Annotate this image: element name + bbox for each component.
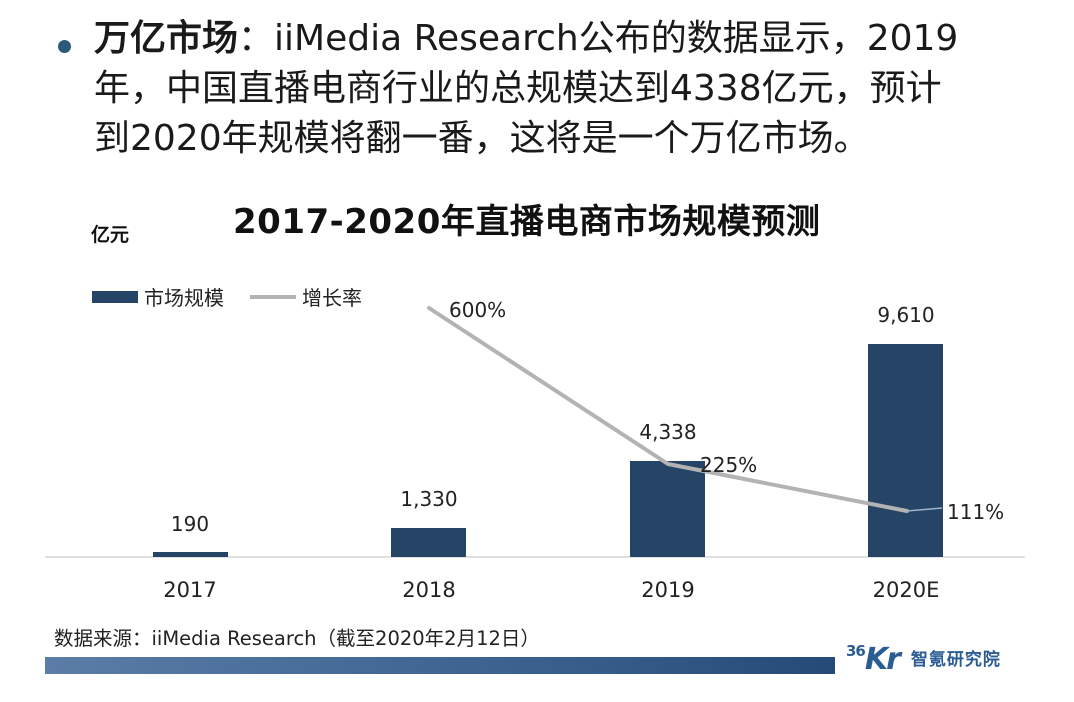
data-source-note: 数据来源：iiMedia Research（截至2020年2月12日）: [54, 627, 540, 650]
category-label-2019: 2019: [641, 578, 694, 602]
y-unit-label: 亿元: [91, 224, 130, 246]
bar-value-2019: 4,338: [639, 420, 696, 444]
logo-name: 智氪研究院: [910, 650, 1001, 670]
category-label-2018: 2018: [402, 578, 455, 602]
bar-value-2017: 190: [171, 512, 209, 536]
category-label-2020e: 2020E: [873, 578, 940, 602]
legend-line-label: 增长率: [302, 286, 362, 310]
bullet-dot-icon: [58, 40, 71, 53]
bar-value-2020e: 9,610: [877, 303, 934, 327]
growth-label-leader: [906, 507, 943, 512]
footer-gradient-bar: [45, 657, 835, 674]
growth-label-2020e: 111%: [947, 500, 1004, 524]
chart-legend: 市场规模 增长率: [92, 282, 362, 311]
intro-keyword: 万亿市场: [94, 18, 239, 59]
brand-logo: 36 Kr 智氪研究院: [846, 644, 1001, 675]
bar-value-2018: 1,330: [400, 487, 457, 511]
chart-title: 2017-2020年直播电商市场规模预测: [233, 202, 821, 242]
legend-bar-label: 市场规模: [144, 286, 224, 310]
growth-label-2019: 225%: [700, 453, 757, 477]
intro-text: 万亿市场：iiMedia Research公布的数据显示，2019 年，中国直播…: [94, 14, 958, 164]
bar-2019: [630, 461, 705, 557]
logo-number: 36: [846, 642, 866, 660]
intro-line-1: 万亿市场：iiMedia Research公布的数据显示，2019: [94, 14, 958, 64]
logo-kr-icon: Kr: [864, 642, 901, 677]
bar-2017: [153, 552, 228, 557]
legend-line-swatch-icon: [250, 294, 296, 299]
legend-bar-swatch-icon: [92, 290, 138, 303]
growth-label-2018: 600%: [449, 298, 506, 322]
intro-line-1-rest: ：iiMedia Research公布的数据显示，2019: [238, 18, 959, 59]
bar-2020e: [868, 344, 943, 557]
intro-line-3: 到2020年规模将翻一番，这将是一个万亿市场。: [94, 118, 870, 159]
category-label-2017: 2017: [163, 578, 216, 602]
bar-2018: [391, 528, 466, 557]
growth-rate-line: [427, 306, 909, 513]
intro-line-2: 年，中国直播电商行业的总规模达到4338亿元，预计: [94, 68, 942, 109]
